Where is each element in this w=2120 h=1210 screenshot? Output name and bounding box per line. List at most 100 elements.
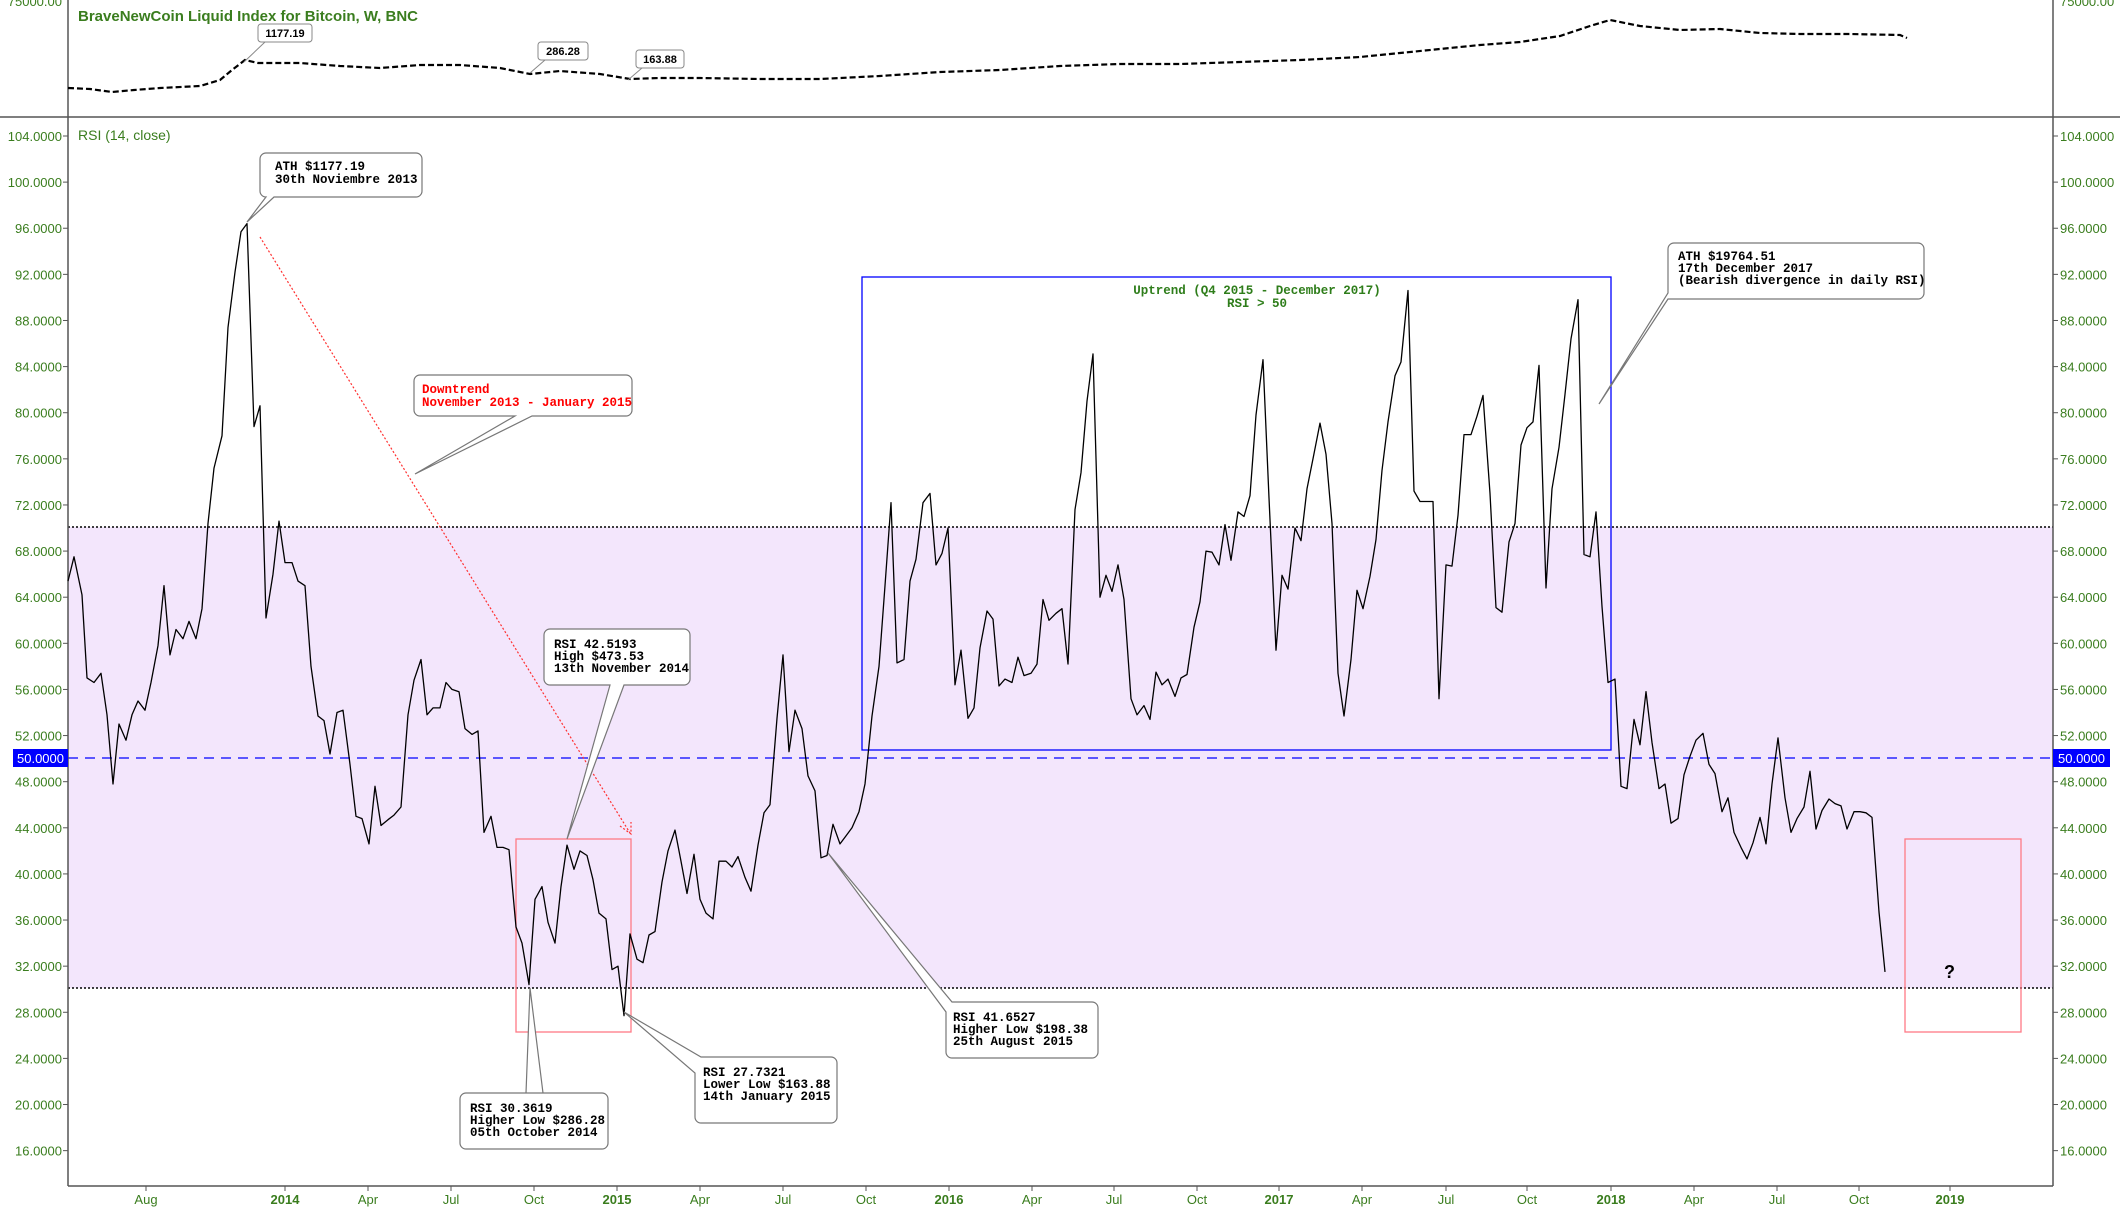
rsi-line — [67, 222, 1886, 1017]
x-tick-label: Apr — [690, 1192, 711, 1207]
x-tick-label: Oct — [856, 1192, 877, 1207]
uptrend-box — [861, 276, 1612, 751]
y-tick-label: 20.0000 — [15, 1098, 62, 1113]
y-tick-label: 80.0000 — [15, 406, 62, 421]
svg-text:RSI 27.7321: RSI 27.7321 — [703, 1066, 786, 1080]
x-tick-label: Oct — [1517, 1192, 1538, 1207]
svg-text:November 2013 - January 2015: November 2013 - January 2015 — [422, 396, 632, 410]
svg-text:163.88: 163.88 — [643, 54, 677, 66]
y-tick-label: 36.0000 — [15, 913, 62, 928]
x-tick-label: Jul — [443, 1192, 460, 1207]
svg-text:14th January 2015: 14th January 2015 — [703, 1090, 831, 1104]
x-tick-label: 2019 — [1936, 1192, 1965, 1207]
svg-text:RSI 41.6527: RSI 41.6527 — [953, 1011, 1036, 1025]
uptrend-label-line1: Uptrend (Q4 2015 - December 2017) — [1133, 284, 1381, 298]
y-tick-label: 72.0000 — [2060, 498, 2107, 513]
y-tick-label: 40.0000 — [15, 867, 62, 882]
price-pane: 75000.00 75000.00 BraveNewCoin Liquid In… — [8, 0, 2114, 117]
callout-ath-2013: ATH $1177.19 30th Noviembre 2013 — [246, 152, 423, 223]
y-tick-label: 52.0000 — [2060, 729, 2107, 744]
x-tick-label: Jul — [775, 1192, 792, 1207]
y-tick-label: 24.0000 — [15, 1051, 62, 1066]
y-tick-label: 36.0000 — [2060, 913, 2107, 928]
x-tick-label: 2016 — [935, 1192, 964, 1207]
svg-text:17th December 2017: 17th December 2017 — [1678, 262, 1813, 276]
price-badge-ath-2013: 1177.19 — [243, 23, 313, 63]
x-tick-label: Oct — [1187, 1192, 1208, 1207]
x-tick-label: Aug — [134, 1192, 157, 1207]
y-tick-label: 48.0000 — [15, 775, 62, 790]
y-tick-label: 100.0000 — [2060, 175, 2114, 190]
x-tick-label: Apr — [1022, 1192, 1043, 1207]
price-badge-oct-2014: 286.28 — [529, 41, 589, 74]
downtrend-arrow — [259, 236, 631, 834]
y-tick-label: 104.0000 — [2060, 129, 2114, 144]
y-tick-label: 16.0000 — [15, 1144, 62, 1159]
y-tick-label: 84.0000 — [15, 360, 62, 375]
y-tick-label: 64.0000 — [15, 590, 62, 605]
price-axis-top-label-right: 75000.00 — [2060, 0, 2114, 9]
y-tick-label: 96.0000 — [15, 221, 62, 236]
y-tick-label: 40.0000 — [2060, 867, 2107, 882]
midline-label-right-bg — [2053, 749, 2110, 767]
svg-text:Lower Low $163.88: Lower Low $163.88 — [703, 1078, 831, 1092]
callout-downtrend: Downtrend November 2013 - January 2015 — [413, 374, 633, 475]
y-tick-label: 80.0000 — [2060, 406, 2107, 421]
y-tick-label: 96.0000 — [2060, 221, 2107, 236]
y-tick-label: 48.0000 — [2060, 775, 2107, 790]
midline-label-left-bg — [13, 749, 68, 767]
y-tick-label: 68.0000 — [2060, 544, 2107, 559]
question-mark: ? — [1944, 962, 1955, 982]
x-tick-label: Jul — [1106, 1192, 1123, 1207]
y-tick-label: 92.0000 — [2060, 267, 2107, 282]
y-tick-label: 60.0000 — [15, 636, 62, 651]
x-tick-label: 2018 — [1597, 1192, 1626, 1207]
x-tick-label: Apr — [1684, 1192, 1705, 1207]
x-tick-label: Jul — [1438, 1192, 1455, 1207]
callout-higher-low-oct-2014: RSI 30.3619 Higher Low $286.28 05th Octo… — [459, 987, 609, 1150]
y-tick-label: 104.0000 — [8, 129, 62, 144]
price-axis-top-label-left: 75000.00 — [8, 0, 62, 9]
y-tick-label: 24.0000 — [2060, 1051, 2107, 1066]
callout-higher-low-aug-2015: RSI 41.6527 Higher Low $198.38 25th Augu… — [827, 852, 1099, 1059]
svg-text:RSI 42.5193: RSI 42.5193 — [554, 638, 637, 652]
svg-text:30th Noviembre 2013: 30th Noviembre 2013 — [275, 173, 418, 187]
x-tick-label: Jul — [1769, 1192, 1786, 1207]
x-axis-ticks: Aug 2014 Apr Jul Oct 2015 Apr Jul Oct 2016 Apr Jul O… — [134, 1186, 1964, 1207]
y-tick-label: 16.0000 — [2060, 1144, 2107, 1159]
svg-text:286.28: 286.28 — [546, 46, 580, 58]
x-tick-label: Apr — [358, 1192, 379, 1207]
midline-label-right: 50.0000 — [2058, 751, 2105, 766]
callout-high-nov-2014: RSI 42.5193 High $473.53 13th November 2… — [543, 628, 691, 840]
y-tick-label: 28.0000 — [2060, 1005, 2107, 1020]
svg-text:RSI 30.3619: RSI 30.3619 — [470, 1102, 553, 1116]
x-tick-label: 2017 — [1265, 1192, 1294, 1207]
x-tick-label: Oct — [1849, 1192, 1870, 1207]
svg-text:25th August 2015: 25th August 2015 — [953, 1035, 1073, 1049]
svg-text:Higher Low $198.38: Higher Low $198.38 — [953, 1023, 1088, 1037]
x-tick-label: Oct — [524, 1192, 545, 1207]
y-tick-label: 76.0000 — [15, 452, 62, 467]
y-tick-label: 84.0000 — [2060, 360, 2107, 375]
y-tick-label: 60.0000 — [2060, 636, 2107, 651]
uptrend-label-line2: RSI > 50 — [1227, 297, 1287, 311]
y-tick-label: 32.0000 — [2060, 959, 2107, 974]
y-tick-label: 28.0000 — [15, 1005, 62, 1020]
svg-text:Downtrend: Downtrend — [422, 383, 490, 397]
y-tick-label: 76.0000 — [2060, 452, 2107, 467]
price-badge-jan-2015: 163.88 — [627, 49, 685, 81]
y-tick-label: 64.0000 — [2060, 590, 2107, 605]
svg-text:ATH $19764.51: ATH $19764.51 — [1678, 250, 1776, 264]
y-tick-label: 44.0000 — [15, 821, 62, 836]
y-tick-label: 92.0000 — [15, 267, 62, 282]
svg-text:1177.19: 1177.19 — [265, 28, 304, 40]
x-tick-label: 2015 — [603, 1192, 632, 1207]
y-tick-label: 100.0000 — [8, 175, 62, 190]
callout-lower-low-jan-2015: RSI 27.7321 Lower Low $163.88 14th Janua… — [623, 1011, 838, 1124]
x-tick-label: Apr — [1352, 1192, 1373, 1207]
y-tick-label: 52.0000 — [15, 729, 62, 744]
rsi-pane-title: RSI (14, close) — [78, 127, 171, 143]
y-tick-label: 20.0000 — [2060, 1098, 2107, 1113]
svg-text:High $473.53: High $473.53 — [554, 650, 644, 664]
